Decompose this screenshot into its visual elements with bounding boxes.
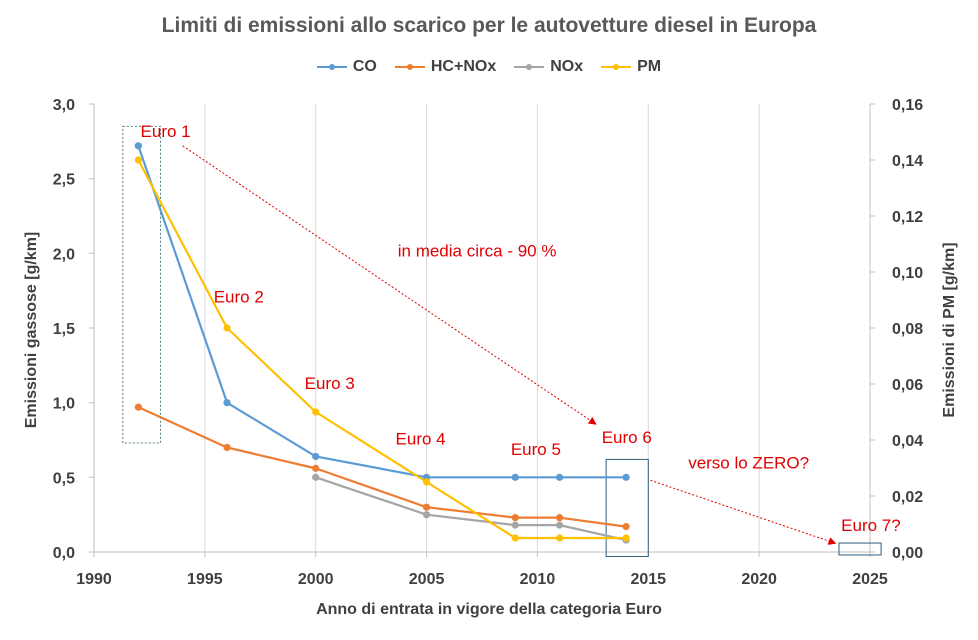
y-tick-label-left: 2,5 xyxy=(53,172,75,189)
legend-item-co: CO xyxy=(316,58,377,76)
data-point-co xyxy=(312,452,320,461)
highlight-box xyxy=(122,125,162,444)
data-point-hc-nox xyxy=(556,514,564,522)
data-point-nox xyxy=(556,521,564,529)
annotation-label: Euro 3 xyxy=(305,374,355,393)
series-line-nox xyxy=(315,476,627,542)
legend-swatch-nox xyxy=(514,61,545,73)
data-point-hc-nox xyxy=(223,443,231,452)
x-tick-label: 1995 xyxy=(187,571,223,588)
annotation-arrow xyxy=(650,479,837,545)
y-tick-label-right: 0,14 xyxy=(892,153,923,170)
y-tick-label-left: 3,0 xyxy=(53,97,75,114)
legend-swatch-co xyxy=(316,61,347,73)
y-tick-label-right: 0,08 xyxy=(892,321,923,338)
data-point-hc-nox xyxy=(622,523,630,531)
series-line-hc-nox xyxy=(137,406,627,528)
annotation-arrow xyxy=(182,145,597,425)
legend-item-pm: PM xyxy=(601,58,661,76)
legend-item-hc-nox: HC+NOx xyxy=(394,58,497,76)
y-tick-label-left: 1,0 xyxy=(53,396,75,413)
y-tick-label-right: 0,04 xyxy=(892,433,923,450)
data-point-nox xyxy=(422,511,431,519)
x-tick-label: 2020 xyxy=(741,571,777,588)
annotation-label: verso lo ZERO? xyxy=(688,453,809,472)
y-tick-label-right: 0,00 xyxy=(892,545,923,562)
data-point-pm xyxy=(422,478,431,486)
y-tick-label-left: 1,5 xyxy=(53,321,75,338)
x-tick-label: 2025 xyxy=(852,571,888,588)
x-tick-label: 2005 xyxy=(409,571,445,588)
annotation-label: in media circa - 90 % xyxy=(398,241,557,260)
legend-swatch-hc-nox xyxy=(394,61,425,73)
annotation-label: Euro 1 xyxy=(141,122,191,141)
y-tick-label-right: 0,16 xyxy=(892,97,923,114)
data-point-co xyxy=(556,473,564,481)
data-point-nox xyxy=(312,473,320,481)
data-point-hc-nox xyxy=(312,464,320,472)
data-point-pm xyxy=(556,534,564,542)
annotation-label: Euro 4 xyxy=(396,429,446,448)
data-point-hc-nox xyxy=(511,514,519,522)
x-tick-label: 2000 xyxy=(298,571,334,588)
data-point-hc-nox xyxy=(134,403,142,411)
annotation-label: Euro 7? xyxy=(841,516,901,535)
legend-label-nox: NOx xyxy=(550,58,584,75)
y-tick-label-right: 0,06 xyxy=(892,377,923,394)
y-tick-label-left: 0,0 xyxy=(53,545,75,562)
legend-swatch-pm xyxy=(601,61,632,73)
data-point-pm xyxy=(312,408,320,416)
highlight-box xyxy=(838,542,882,556)
legend-label-hc-nox: HC+NOx xyxy=(430,58,497,75)
data-point-pm xyxy=(223,324,231,332)
highlight-box xyxy=(605,458,649,557)
data-point-co xyxy=(622,473,630,481)
data-point-nox xyxy=(511,521,519,529)
legend: CO HC+NOx NOx PM xyxy=(0,58,978,76)
series-line-pm xyxy=(137,159,627,540)
annotation-label: Euro 2 xyxy=(214,288,264,307)
data-point-hc-nox xyxy=(422,503,431,511)
legend-item-nox: NOx xyxy=(514,58,583,76)
y-tick-label-right: 0,10 xyxy=(892,265,923,282)
annotation-label: Euro 5 xyxy=(511,440,561,459)
data-point-co xyxy=(511,473,519,481)
data-point-pm xyxy=(622,534,630,542)
x-tick-label: 2015 xyxy=(630,571,666,588)
x-tick-label: 1990 xyxy=(76,571,112,588)
y-tick-label-left: 2,0 xyxy=(53,246,75,263)
data-point-co xyxy=(223,399,231,407)
x-tick-label: 2010 xyxy=(520,571,556,588)
annotation-label: Euro 6 xyxy=(602,428,652,447)
data-point-pm xyxy=(511,534,519,542)
x-axis-title: Anno di entrata in vigore della categori… xyxy=(316,601,662,618)
legend-label-pm: PM xyxy=(637,58,662,75)
y-tick-label-right: 0,02 xyxy=(892,489,923,506)
legend-label-co: CO xyxy=(352,58,377,75)
data-point-pm xyxy=(134,156,142,164)
chart-title: Limiti di emissioni allo scarico per le … xyxy=(161,14,817,37)
series-line-co xyxy=(137,145,627,479)
data-point-co xyxy=(134,142,142,150)
y-tick-label-right: 0,12 xyxy=(892,209,923,226)
y-tick-label-left: 0,5 xyxy=(53,470,75,487)
